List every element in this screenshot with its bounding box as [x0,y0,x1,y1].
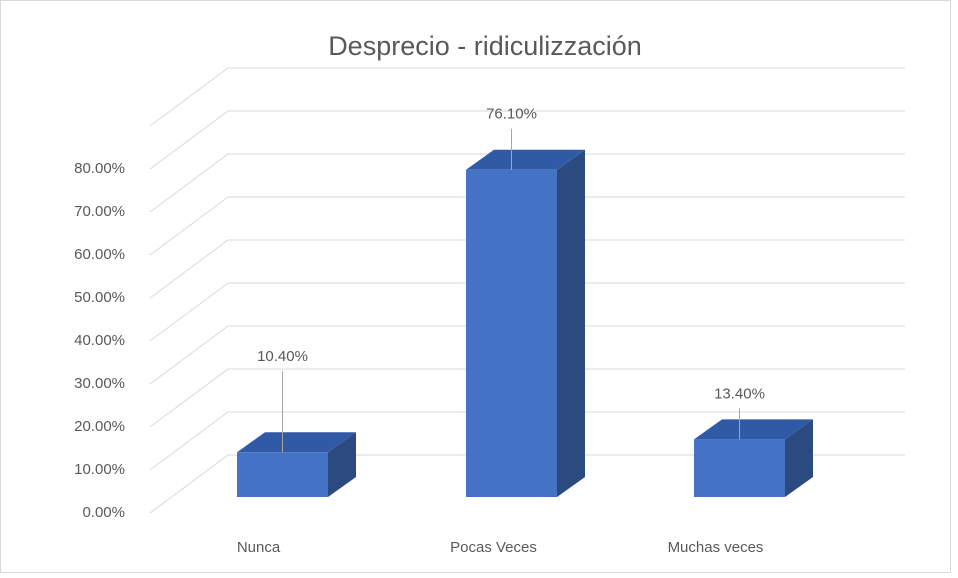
grid-line [149,325,905,385]
bar-side [557,149,585,497]
y-tick-label: 80.00% [74,160,125,177]
grid-line [149,239,905,299]
y-tick-label: 60.00% [74,246,125,263]
grid-line [149,454,905,514]
bar [694,439,785,497]
y-tick-label: 40.00% [74,332,125,349]
data-label: 13.40% [714,385,765,402]
grid-line [149,153,905,213]
y-tick-label: 50.00% [74,289,125,306]
x-tick-label: Pocas Veces [450,539,537,556]
grid-line [149,110,905,170]
data-label: 76.10% [486,106,537,123]
bar-top [694,419,813,440]
grid-line [149,196,905,256]
bar [466,169,557,497]
bar [237,452,328,497]
y-tick-label: 10.00% [74,461,125,478]
bar-side [328,432,356,497]
y-tick-label: 20.00% [74,418,125,435]
bar-top [237,432,356,453]
grid-line [149,411,905,471]
grid-line [149,67,905,127]
y-tick-label: 30.00% [74,375,125,392]
bar-side [785,419,813,497]
y-tick-label: 0.00% [82,504,125,521]
data-label: 10.40% [257,348,308,365]
grid-line [149,282,905,342]
grid-line [149,368,905,428]
bar-top [466,149,585,170]
x-tick-label: Muchas veces [668,539,764,556]
x-tick-label: Nunca [237,539,281,556]
y-tick-label: 70.00% [74,203,125,220]
chart-title: Desprecio - ridiculizzación [328,31,642,61]
